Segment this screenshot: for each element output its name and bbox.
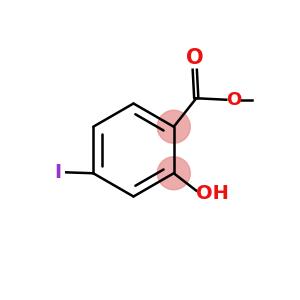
Text: O: O bbox=[226, 91, 242, 109]
Circle shape bbox=[157, 110, 190, 143]
Text: I: I bbox=[54, 163, 61, 182]
Text: OH: OH bbox=[196, 184, 229, 203]
Text: O: O bbox=[186, 48, 204, 68]
Circle shape bbox=[157, 157, 190, 190]
